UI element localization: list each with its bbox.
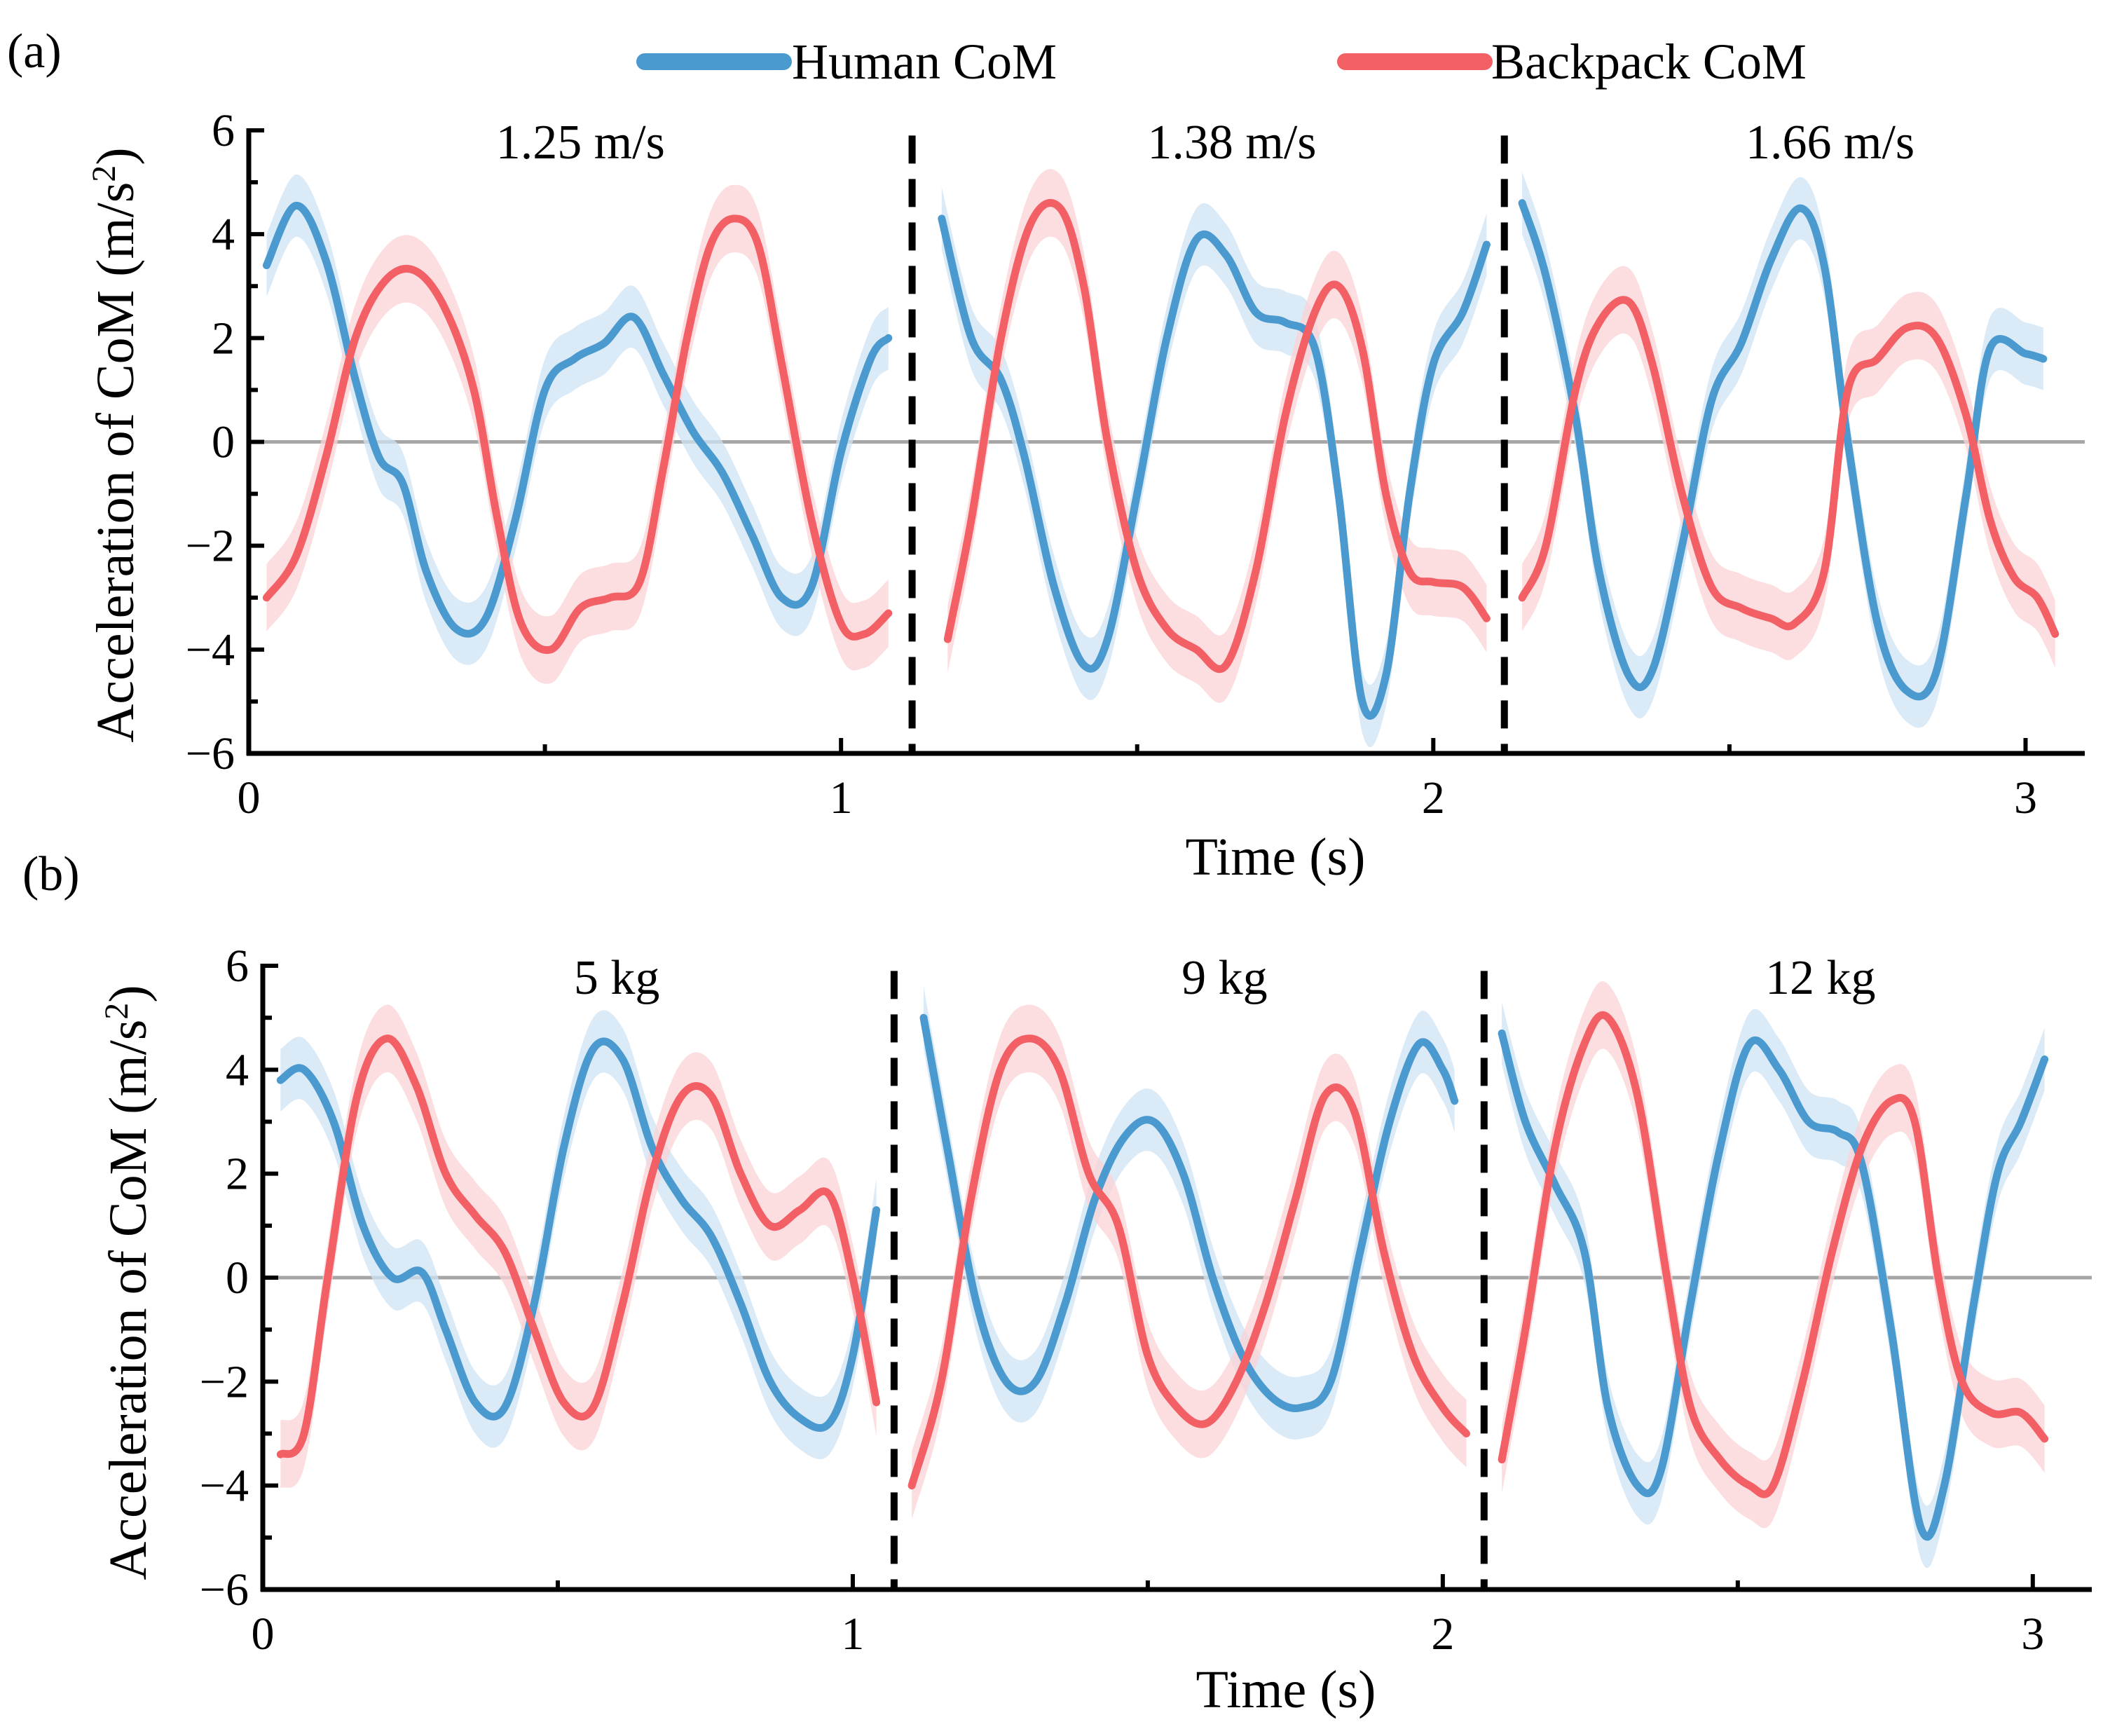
segment-label-a-1: 1.25 m/s <box>496 116 665 170</box>
human-line-b-2 <box>919 1013 1459 1412</box>
panel-label-b: (b) <box>22 847 80 901</box>
lines-b <box>276 1011 2049 1541</box>
x-axis-title-b: Time (s) <box>1196 1660 1376 1719</box>
segment-label-b-3: 12 kg <box>1765 951 1876 1005</box>
plot-area-b: 5 kg 9 kg 12 kg −6 −4 −2 0 2 4 6 0 1 2 3 <box>200 941 2092 1660</box>
segment-label-a-2: 1.38 m/s <box>1147 116 1316 170</box>
segment-label-b-1: 5 kg <box>574 951 660 1005</box>
x-tick-label-b-1: 0 <box>252 1608 275 1660</box>
x-tick-label-a-4: 3 <box>2014 772 2037 823</box>
panel-a: (a) Acceleration of CoM (m/s2) Time (s) … <box>7 25 2085 887</box>
y-axis-title-a: Acceleration of CoM (m/s2) <box>85 147 145 742</box>
legend: Human CoM Backpack CoM <box>636 34 1807 90</box>
backpack-line-a-3 <box>1518 296 2060 638</box>
backpack-line-b-2 <box>907 1034 1470 1490</box>
human-line-a-3 <box>1518 199 2048 701</box>
y-tick-label-b-4: 0 <box>226 1252 249 1304</box>
y-tick-label-b-7: 6 <box>226 941 249 992</box>
panel-b: (b) Acceleration of CoM (m/s2) Time (s) … <box>22 847 2092 1719</box>
y-tick-label-a-3: −2 <box>186 521 235 572</box>
backpack-band-a-1 <box>266 184 889 684</box>
y-tick-label-a-7: 6 <box>212 105 235 156</box>
legend-label-backpack: Backpack CoM <box>1491 34 1807 90</box>
plot-area-a: 1.25 m/s 1.38 m/s 1.66 m/s −6 −4 −2 0 2 4 6 0 1 2 3 <box>186 105 2085 823</box>
segment-label-b-2: 9 kg <box>1181 951 1268 1005</box>
y-tick-label-b-6: 4 <box>226 1044 249 1095</box>
x-tick-label-a-2: 1 <box>830 772 853 823</box>
x-tick-label-a-1: 0 <box>238 772 261 823</box>
x-tick-label-b-3: 2 <box>1431 1608 1454 1660</box>
segment-label-a-3: 1.66 m/s <box>1746 116 1914 170</box>
backpack-line-a-2 <box>943 198 1491 674</box>
backpack-line-b-3 <box>1498 1011 2049 1498</box>
y-tick-label-a-6: 4 <box>212 209 235 260</box>
x-axis-title-a: Time (s) <box>1186 828 1366 887</box>
y-tick-label-a-2: −4 <box>186 624 235 676</box>
panel-label-a: (a) <box>7 25 62 78</box>
y-tick-label-b-2: −4 <box>200 1461 249 1512</box>
legend-label-human: Human CoM <box>792 34 1057 90</box>
human-line-b-1 <box>276 1037 881 1432</box>
backpack-line-b-1 <box>276 1034 881 1458</box>
y-tick-label-a-4: 0 <box>212 417 235 468</box>
y-axis-title-b: Acceleration of CoM (m/s2) <box>98 985 158 1580</box>
y-tick-label-a-5: 2 <box>212 313 235 364</box>
y-tick-label-b-5: 2 <box>226 1149 249 1200</box>
backpack-line-a-1 <box>262 214 893 655</box>
x-tick-label-a-3: 2 <box>1422 772 1445 823</box>
x-tick-label-b-2: 1 <box>841 1608 864 1660</box>
y-tick-label-a-1: −6 <box>186 728 235 779</box>
x-tick-label-b-4: 3 <box>2021 1608 2044 1660</box>
lines-a <box>262 198 2060 720</box>
bands-a <box>266 169 2055 747</box>
backpack-band-b-3 <box>1502 981 2045 1529</box>
y-tick-label-b-1: −6 <box>200 1564 249 1615</box>
y-tick-label-b-3: −2 <box>200 1356 249 1407</box>
human-line-a-1 <box>262 201 893 638</box>
